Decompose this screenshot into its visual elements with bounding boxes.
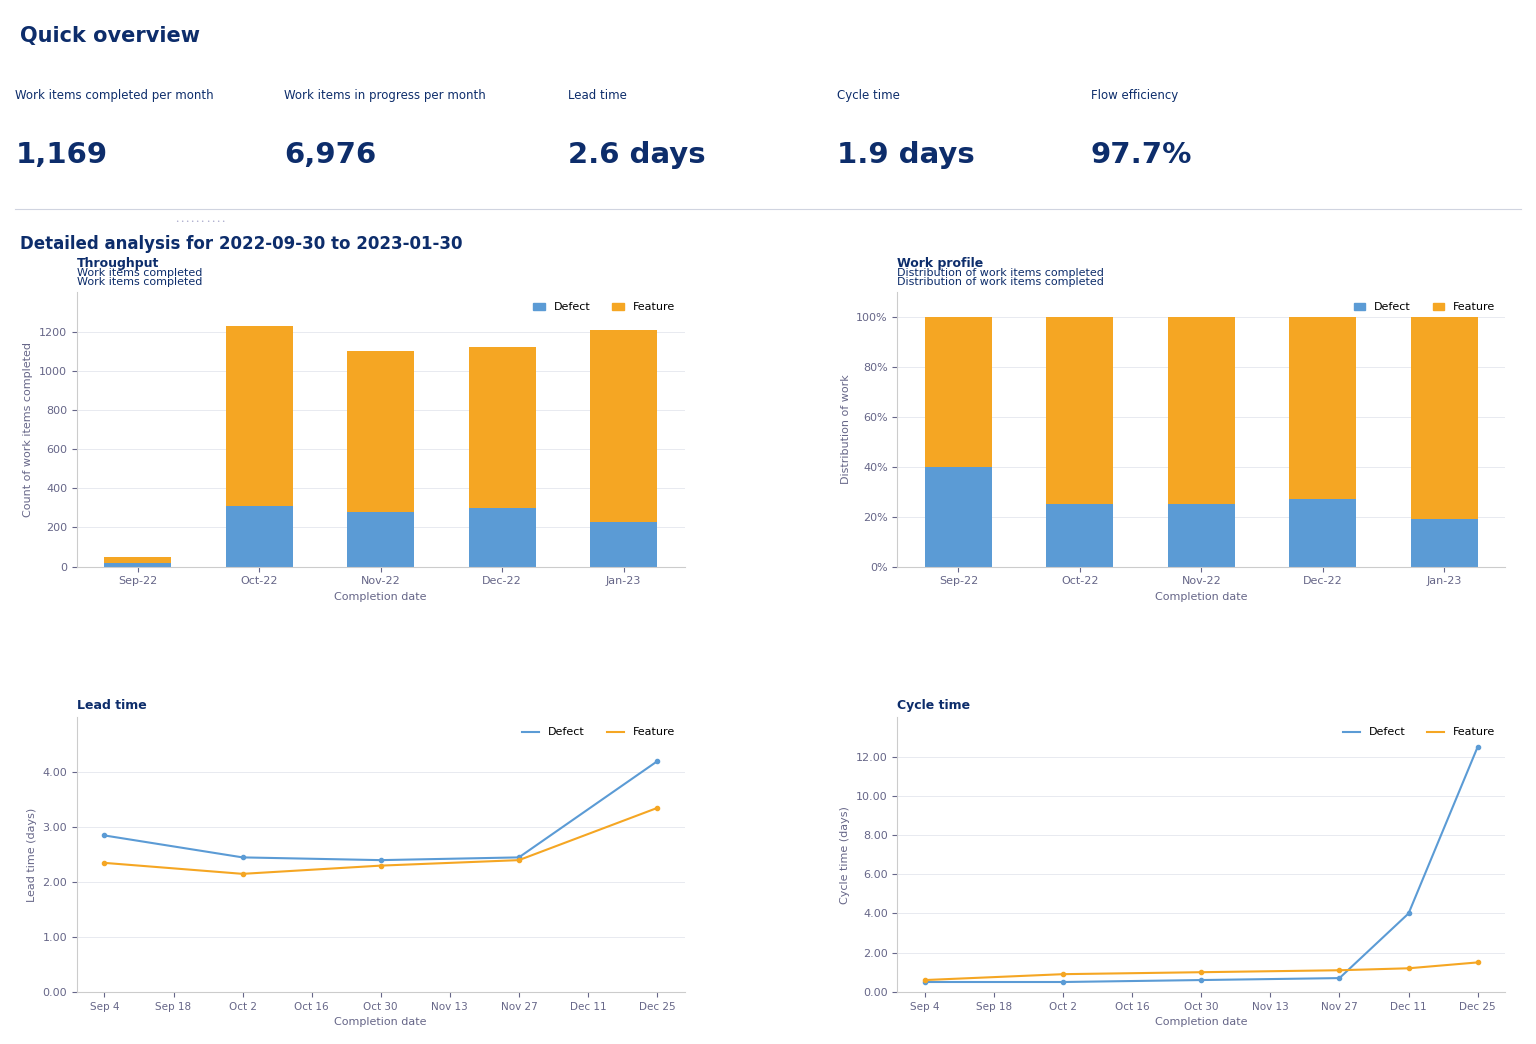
Y-axis label: Distribution of work: Distribution of work bbox=[840, 375, 851, 484]
Legend: Defect, Feature: Defect, Feature bbox=[1350, 298, 1499, 316]
Bar bbox=[468, 348, 536, 507]
Text: 1,169: 1,169 bbox=[15, 141, 108, 169]
Bar bbox=[590, 522, 657, 567]
Text: Throughput: Throughput bbox=[77, 257, 160, 270]
Text: 6,976: 6,976 bbox=[284, 141, 376, 169]
Y-axis label: Cycle time (days): Cycle time (days) bbox=[840, 806, 851, 904]
Text: •: • bbox=[180, 219, 183, 223]
X-axis label: Completion date: Completion date bbox=[1155, 1017, 1247, 1027]
Bar bbox=[1046, 504, 1114, 567]
X-axis label: Completion date: Completion date bbox=[335, 592, 427, 602]
Text: 97.7%: 97.7% bbox=[1091, 141, 1192, 169]
Text: Cycle time: Cycle time bbox=[897, 699, 971, 712]
Bar bbox=[104, 563, 170, 567]
Text: Lead time: Lead time bbox=[77, 699, 146, 712]
Bar bbox=[104, 556, 170, 563]
Text: Work items completed: Work items completed bbox=[77, 277, 203, 287]
Bar bbox=[925, 467, 992, 567]
Text: Distribution of work items completed: Distribution of work items completed bbox=[897, 277, 1104, 287]
Text: •: • bbox=[190, 219, 194, 223]
Legend: Defect, Feature: Defect, Feature bbox=[528, 298, 679, 316]
Text: 2.6 days: 2.6 days bbox=[568, 141, 707, 169]
Text: •: • bbox=[186, 219, 189, 223]
Text: Lead time: Lead time bbox=[568, 89, 627, 101]
X-axis label: Completion date: Completion date bbox=[335, 1017, 427, 1027]
Bar bbox=[347, 512, 415, 567]
Bar bbox=[1289, 499, 1356, 567]
Text: •: • bbox=[195, 219, 198, 223]
Bar bbox=[1289, 317, 1356, 499]
Bar bbox=[1167, 317, 1235, 504]
Text: Work items completed: Work items completed bbox=[77, 267, 203, 278]
Y-axis label: Lead time (days): Lead time (days) bbox=[26, 807, 37, 902]
Bar bbox=[1167, 504, 1235, 567]
Bar bbox=[347, 351, 415, 512]
Legend: Defect, Feature: Defect, Feature bbox=[518, 723, 679, 742]
Text: •: • bbox=[221, 219, 224, 223]
Y-axis label: Count of work items completed: Count of work items completed bbox=[23, 342, 34, 517]
Text: •: • bbox=[217, 219, 220, 223]
Text: Distribution of work items completed: Distribution of work items completed bbox=[897, 267, 1104, 278]
Text: Detailed analysis for 2022-09-30 to 2023-01-30: Detailed analysis for 2022-09-30 to 2023… bbox=[20, 235, 462, 253]
Text: Work items completed per month: Work items completed per month bbox=[15, 89, 214, 101]
Bar bbox=[1412, 519, 1478, 567]
Legend: Defect, Feature: Defect, Feature bbox=[1338, 723, 1499, 742]
Bar bbox=[1046, 317, 1114, 504]
Bar bbox=[226, 326, 293, 506]
Text: •: • bbox=[206, 219, 209, 223]
Text: 1.9 days: 1.9 days bbox=[837, 141, 975, 169]
Bar bbox=[1412, 317, 1478, 519]
Bar bbox=[226, 506, 293, 567]
Text: •: • bbox=[201, 219, 204, 223]
Text: Flow efficiency: Flow efficiency bbox=[1091, 89, 1178, 101]
Text: •: • bbox=[175, 219, 178, 223]
Text: Work items in progress per month: Work items in progress per month bbox=[284, 89, 485, 101]
Text: •: • bbox=[210, 219, 214, 223]
Bar bbox=[925, 317, 992, 467]
X-axis label: Completion date: Completion date bbox=[1155, 592, 1247, 602]
Text: Work profile: Work profile bbox=[897, 257, 983, 270]
Bar bbox=[468, 507, 536, 567]
Bar bbox=[590, 330, 657, 522]
Text: Cycle time: Cycle time bbox=[837, 89, 900, 101]
Text: Quick overview: Quick overview bbox=[20, 26, 200, 46]
